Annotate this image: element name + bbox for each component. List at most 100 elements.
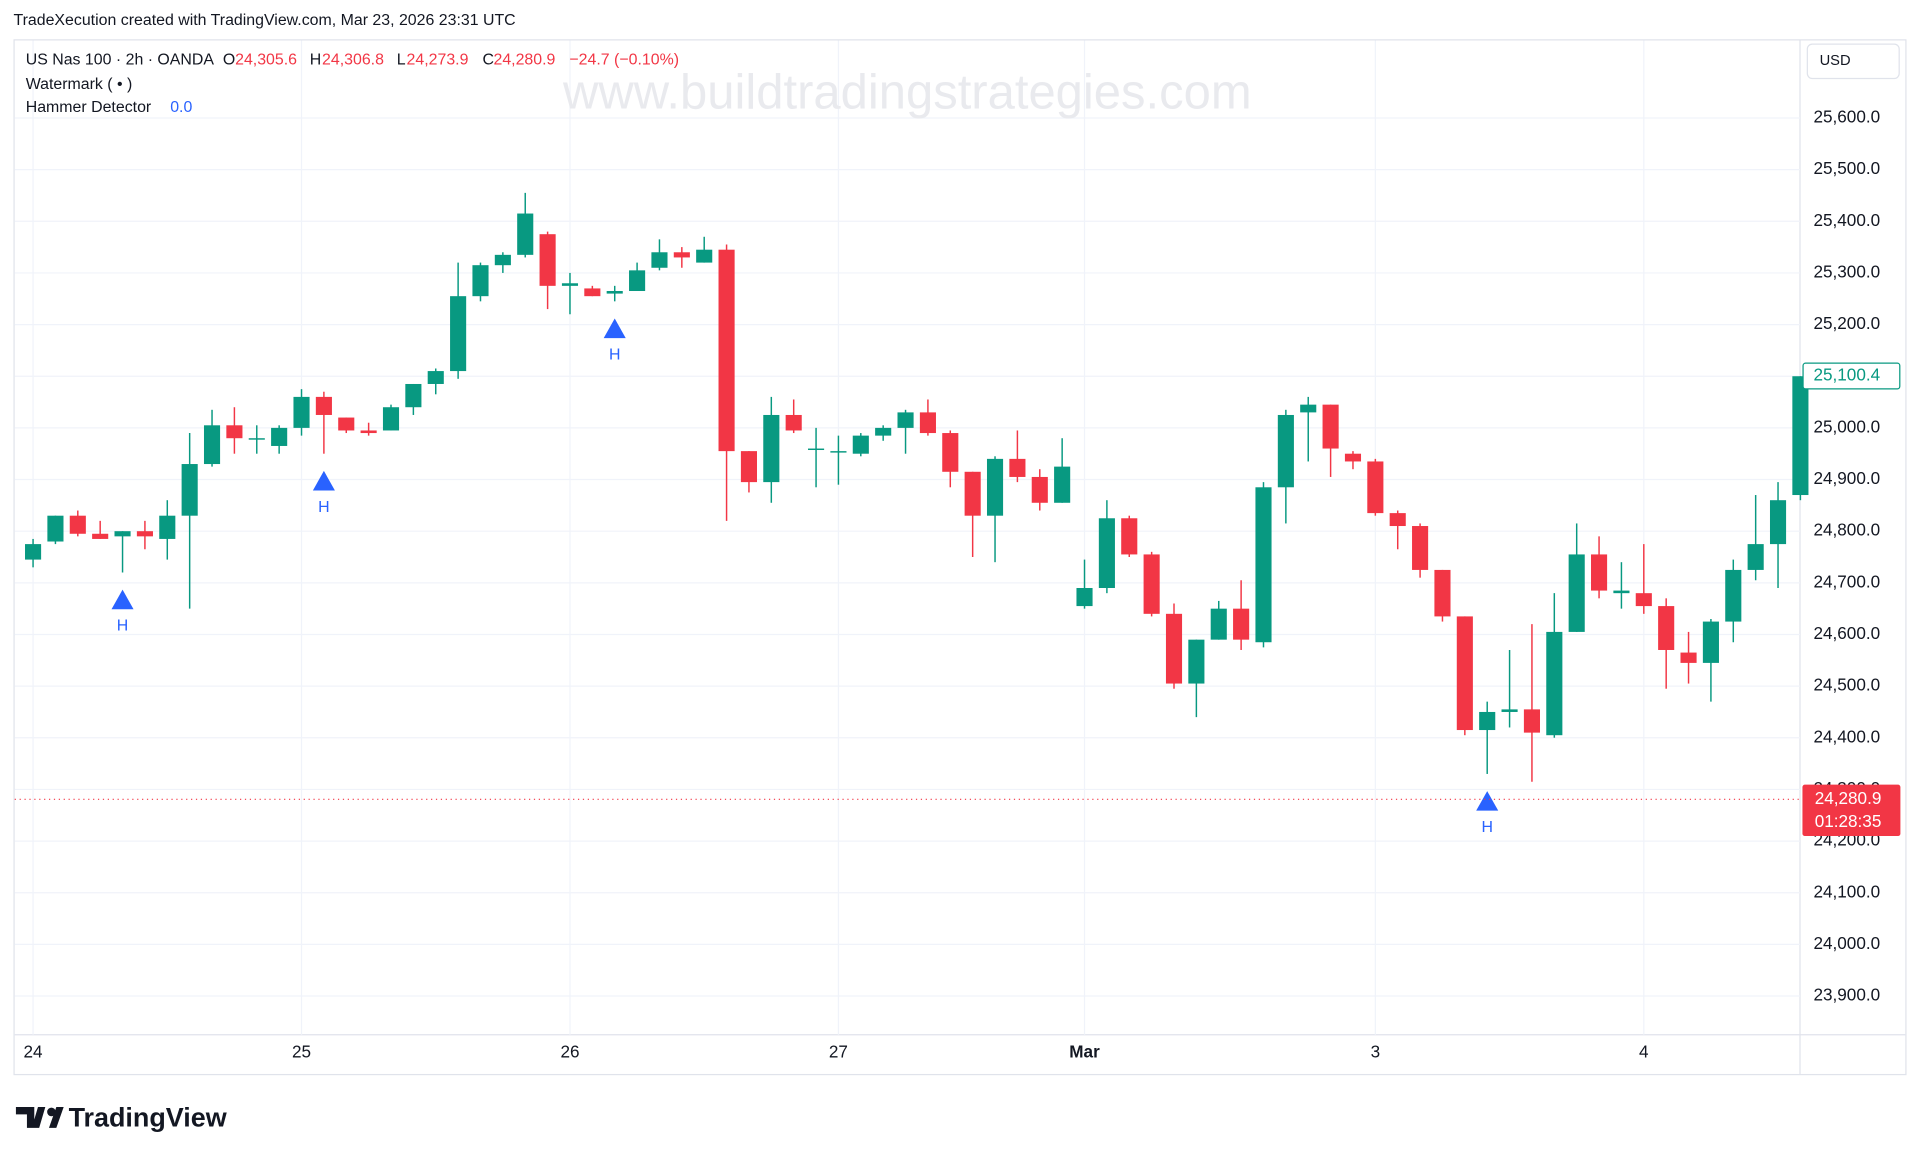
- signal-label: H: [117, 618, 129, 635]
- candle-body: [606, 291, 623, 294]
- legend-key: L: [397, 51, 406, 68]
- candle-body: [1210, 608, 1227, 640]
- candle-body: [919, 412, 936, 434]
- legend-value: 24,280.9: [493, 51, 555, 68]
- y-tick-label: 24,100.0: [1813, 881, 1880, 901]
- legend-key: C: [482, 51, 494, 68]
- candle-body: [1501, 709, 1518, 712]
- candle-body: [136, 531, 153, 537]
- candle-body: [1188, 639, 1205, 684]
- signal-marker: [1476, 791, 1499, 811]
- candle-body: [1523, 709, 1541, 733]
- candle-body: [986, 458, 1004, 516]
- candle-body: [1725, 569, 1742, 622]
- candle-body: [203, 425, 221, 465]
- signal-label: H: [318, 499, 330, 516]
- candle-body: [1009, 458, 1026, 477]
- candle-body: [1076, 588, 1093, 607]
- candle-body: [1255, 487, 1272, 643]
- candle-body: [1456, 616, 1473, 731]
- candle-body: [763, 414, 780, 483]
- candle-body: [405, 383, 422, 408]
- candle-body: [92, 533, 109, 539]
- header: TradeXecution created with TradingView.c…: [13, 12, 515, 29]
- candle-body: [1658, 606, 1675, 650]
- candle-body: [561, 283, 579, 286]
- y-tick-label: 24,800.0: [1813, 520, 1880, 540]
- candle-body: [1434, 569, 1451, 617]
- candle-body: [360, 430, 377, 434]
- x-tick-label: 24: [24, 1042, 44, 1062]
- currency: USD: [1820, 53, 1851, 69]
- countdown: 01:28:35: [1815, 811, 1882, 831]
- candle-body: [1769, 500, 1787, 545]
- candle-body: [740, 451, 758, 483]
- candle-body: [114, 531, 131, 537]
- legend: US Nas 100 · 2h · OANDA O 24,305.6 H 24,…: [26, 51, 679, 116]
- signal-label: H: [1481, 819, 1493, 836]
- candle-body: [1367, 461, 1384, 514]
- signal-marker: [603, 318, 626, 339]
- x-tick-label: 25: [292, 1042, 311, 1062]
- legend-indicator: Hammer Detector: [26, 99, 152, 116]
- candle-body: [315, 396, 332, 415]
- legend-watermark: Watermark ( • ): [26, 76, 133, 93]
- labels: 23,900.024,000.024,100.024,200.024,300.0…: [24, 107, 1901, 1062]
- price-label-box: [1802, 784, 1901, 837]
- candle-body: [1300, 404, 1317, 413]
- legend-indicator-value: 0.0: [170, 99, 192, 116]
- candle-body: [897, 412, 914, 428]
- logo-icon: [15, 1107, 46, 1128]
- candle-body: [1792, 376, 1809, 496]
- legend-value: 24,273.9: [407, 51, 469, 68]
- currency-button[interactable]: [1806, 43, 1900, 80]
- candle-body: [450, 296, 467, 372]
- candle-body: [964, 471, 981, 516]
- candle-body: [382, 407, 400, 431]
- candle-body: [1613, 590, 1630, 594]
- signal-label: H: [609, 346, 621, 363]
- logo-dot: [47, 1107, 56, 1117]
- candle-body: [1389, 513, 1406, 527]
- candle-body: [226, 425, 243, 439]
- candle-body: [1635, 593, 1652, 607]
- candle-body: [1747, 544, 1764, 570]
- candle-body: [1098, 518, 1115, 589]
- candle-body: [69, 515, 86, 534]
- y-tick-label: 24,500.0: [1813, 675, 1880, 695]
- candle-body: [1680, 652, 1697, 663]
- footer-logo-text: TradingView: [69, 1102, 227, 1132]
- price-label: 24,280.9: [1815, 788, 1882, 808]
- candle-body: [25, 544, 42, 560]
- y-tick-label: 25,000.0: [1813, 416, 1880, 436]
- plot: H H H H: [14, 192, 1809, 836]
- candle-body: [539, 234, 556, 286]
- candle-body: [1412, 526, 1429, 570]
- y-tick-label: 23,900.0: [1813, 985, 1880, 1005]
- candle-body: [338, 417, 355, 431]
- candle-body: [651, 252, 668, 268]
- candle-body: [808, 448, 825, 451]
- candle-body: [1591, 554, 1608, 591]
- chart-frame: [13, 39, 1907, 1076]
- candle-body: [1233, 608, 1250, 640]
- candle-body: [1344, 453, 1362, 462]
- candle-body: [1143, 554, 1160, 614]
- legend-key: H: [310, 51, 321, 68]
- candle-body: [472, 265, 489, 297]
- x-tick-label: 3: [1371, 1042, 1381, 1062]
- x-tick-label: 26: [560, 1042, 579, 1062]
- candle-body: [293, 396, 310, 428]
- candle-body: [942, 433, 959, 472]
- candle-body: [1546, 631, 1563, 736]
- candle-body: [47, 515, 64, 542]
- candle-body: [830, 451, 847, 453]
- legend-key: O: [223, 51, 235, 68]
- candle-body: [1121, 518, 1138, 555]
- y-tick-label: 25,300.0: [1813, 261, 1880, 281]
- legend-value: 24,305.6: [235, 51, 297, 68]
- y-tick-label: 25,400.0: [1813, 210, 1880, 230]
- candle-body: [1479, 711, 1496, 731]
- candle-body: [584, 288, 601, 297]
